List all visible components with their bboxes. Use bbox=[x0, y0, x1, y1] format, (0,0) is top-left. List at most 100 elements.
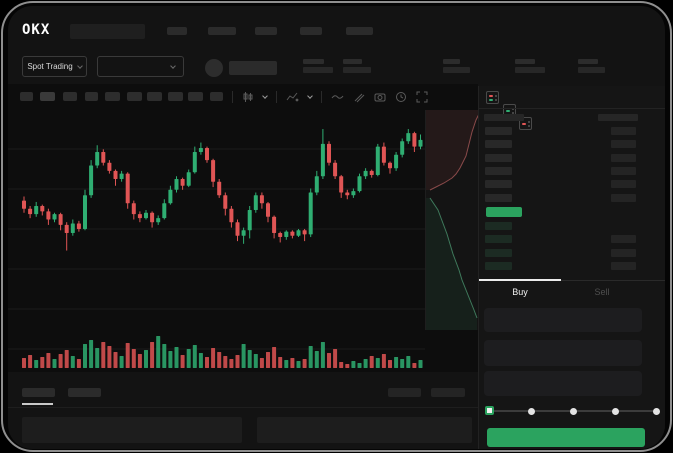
bid-row[interactable] bbox=[479, 261, 665, 270]
bid-price-placeholder bbox=[485, 261, 512, 270]
tab-buy[interactable]: Buy bbox=[512, 287, 528, 297]
total-input[interactable] bbox=[484, 371, 642, 396]
ticker-stat-2 bbox=[343, 59, 373, 73]
slider-dot-25[interactable] bbox=[528, 408, 535, 415]
bid-row[interactable] bbox=[479, 235, 665, 244]
timeframe-button-1[interactable] bbox=[20, 92, 33, 101]
chevron-down-icon[interactable] bbox=[307, 92, 313, 99]
bottom-action-2[interactable] bbox=[431, 388, 465, 397]
spot-trading-dropdown[interactable]: Spot Trading bbox=[22, 56, 87, 77]
divider bbox=[232, 90, 233, 103]
slider-dot-75[interactable] bbox=[612, 408, 619, 415]
ticker-stat-4 bbox=[515, 59, 546, 73]
timeframe-button-3[interactable] bbox=[63, 92, 77, 101]
bid-row[interactable] bbox=[479, 222, 665, 230]
divider bbox=[321, 90, 322, 103]
ask-amount-placeholder bbox=[611, 166, 636, 175]
ask-price-placeholder bbox=[485, 153, 512, 162]
coin-icon bbox=[205, 59, 223, 77]
candlestick-chart[interactable] bbox=[8, 106, 478, 372]
chevron-down-icon[interactable] bbox=[262, 92, 268, 99]
ask-price-placeholder bbox=[485, 193, 512, 202]
tab-sell[interactable]: Sell bbox=[594, 287, 610, 297]
timeframe-button-6[interactable] bbox=[127, 92, 142, 101]
ask-row[interactable] bbox=[479, 153, 665, 162]
timeframe-button-5[interactable] bbox=[105, 92, 120, 101]
ask-row[interactable] bbox=[479, 180, 665, 189]
nav-item-4[interactable] bbox=[300, 27, 322, 35]
bottom-action-1[interactable] bbox=[388, 388, 421, 397]
timeframe-button-9[interactable] bbox=[188, 92, 203, 101]
bid-price-placeholder bbox=[485, 248, 512, 257]
bid-price-placeholder bbox=[485, 235, 512, 244]
amount-input[interactable] bbox=[484, 340, 642, 366]
candle-style-icon[interactable] bbox=[242, 91, 254, 103]
book-both-icon[interactable] bbox=[486, 91, 499, 104]
timeframe-button-8[interactable] bbox=[168, 92, 183, 101]
timeframe-button-7[interactable] bbox=[147, 92, 162, 101]
spot-trading-label: Spot Trading bbox=[27, 62, 73, 71]
fullscreen-icon[interactable] bbox=[416, 91, 428, 103]
buy-tab-underline bbox=[479, 279, 561, 281]
timeframe-button-10[interactable] bbox=[210, 92, 223, 101]
ask-row[interactable] bbox=[479, 127, 665, 135]
pair-name-placeholder bbox=[229, 61, 277, 75]
active-tab-underline bbox=[22, 403, 53, 405]
orderbook-header-amount bbox=[598, 114, 638, 121]
timeframe-button-4[interactable] bbox=[85, 92, 98, 101]
book-asks-icon[interactable] bbox=[519, 117, 532, 130]
draw-tool-icon[interactable] bbox=[353, 91, 365, 103]
bid-amount-placeholder bbox=[611, 235, 636, 244]
bottom-tab-2[interactable] bbox=[68, 388, 101, 397]
nav-item-5[interactable] bbox=[346, 27, 373, 35]
bid-price-placeholder bbox=[485, 222, 512, 230]
ask-price-placeholder bbox=[485, 166, 512, 175]
nav-item-1[interactable] bbox=[167, 27, 187, 35]
pair-selector-dropdown[interactable] bbox=[97, 56, 184, 77]
percent-slider-handle[interactable] bbox=[485, 406, 494, 415]
chart-toolbar bbox=[232, 90, 428, 103]
indicator-icon[interactable] bbox=[286, 91, 299, 103]
ask-price-placeholder bbox=[485, 180, 512, 189]
divider bbox=[479, 108, 665, 109]
bottom-section bbox=[8, 372, 478, 449]
clock-icon[interactable] bbox=[395, 91, 407, 103]
ask-amount-placeholder bbox=[611, 127, 636, 135]
ticker-stat-3 bbox=[443, 59, 471, 73]
ask-row[interactable] bbox=[479, 166, 665, 175]
header-placeholder bbox=[70, 24, 145, 39]
ticker-stat-1 bbox=[303, 59, 336, 73]
slider-dot-50[interactable] bbox=[570, 408, 577, 415]
orders-row-placeholder-left bbox=[22, 417, 242, 443]
bottom-tab-1[interactable] bbox=[22, 388, 55, 397]
divider bbox=[479, 280, 665, 281]
ask-row[interactable] bbox=[479, 140, 665, 149]
line-tool-icon[interactable] bbox=[331, 91, 344, 103]
buy-button[interactable] bbox=[487, 428, 645, 447]
depth-chart[interactable] bbox=[426, 110, 481, 330]
ask-amount-placeholder bbox=[611, 140, 636, 149]
bid-amount-placeholder bbox=[611, 261, 636, 270]
depth-chart-panel bbox=[425, 110, 481, 330]
timeframe-button-2[interactable] bbox=[40, 92, 55, 101]
orderbook-header-price bbox=[484, 114, 524, 121]
camera-icon[interactable] bbox=[374, 91, 386, 103]
ask-price-placeholder bbox=[485, 127, 512, 135]
chevron-down-icon bbox=[76, 62, 83, 69]
nav-item-3[interactable] bbox=[255, 27, 277, 35]
ask-amount-placeholder bbox=[611, 153, 636, 162]
last-price-highlight[interactable] bbox=[486, 207, 522, 217]
ask-price-placeholder bbox=[485, 140, 512, 149]
orders-row-placeholder-right bbox=[257, 417, 472, 443]
bid-amount-placeholder bbox=[611, 248, 636, 257]
bid-row[interactable] bbox=[479, 248, 665, 257]
ticker-stat-5 bbox=[578, 59, 606, 73]
price-input[interactable] bbox=[484, 308, 642, 332]
slider-dot-100[interactable] bbox=[653, 408, 660, 415]
chevron-down-icon bbox=[170, 62, 176, 69]
ask-amount-placeholder bbox=[611, 180, 636, 189]
nav-item-2[interactable] bbox=[208, 27, 236, 35]
ask-row[interactable] bbox=[479, 193, 665, 202]
divider bbox=[8, 407, 478, 408]
